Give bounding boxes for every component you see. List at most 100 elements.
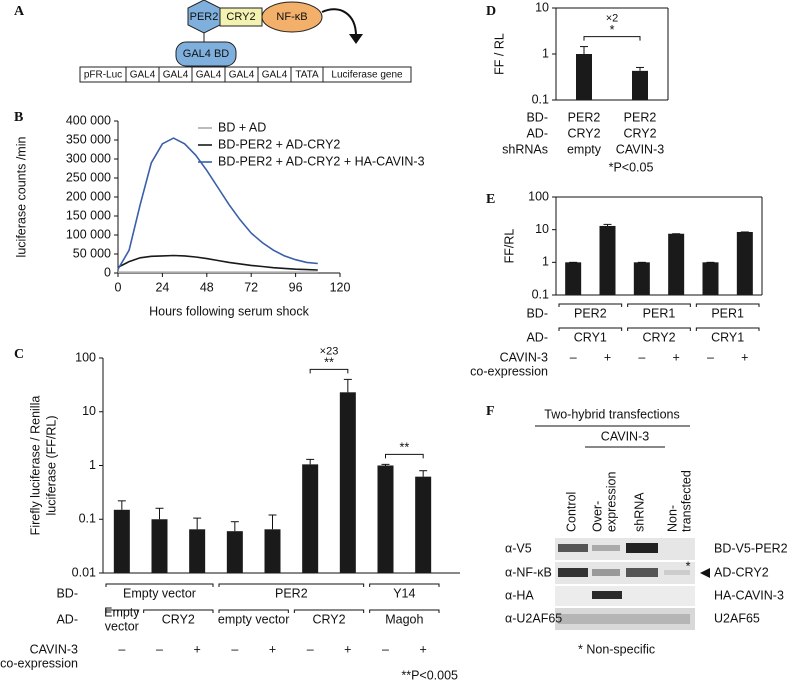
bar [189, 529, 206, 573]
group-bracket [218, 583, 365, 587]
footnote: *P<0.05 [609, 160, 654, 174]
group-label: + [673, 350, 680, 364]
y-tick-label: 350 000 [66, 132, 111, 146]
significance-label: ** [324, 356, 334, 370]
fold-label: ×23 [320, 345, 339, 357]
bar [565, 262, 582, 295]
promoter-label: GAL4 [163, 70, 189, 81]
row-label: shRNAs [502, 142, 548, 156]
antibody-label: α-U2AF65 [505, 611, 562, 625]
arrow-head [700, 568, 710, 578]
western-blot [535, 425, 710, 630]
protein-label: GAL4 BD [183, 48, 230, 60]
group-bracket [627, 303, 691, 307]
arrow [321, 8, 357, 37]
y-tick-label: 150 000 [66, 208, 111, 222]
bar [702, 262, 719, 295]
gal4bd-shape [175, 41, 237, 67]
band [592, 569, 620, 576]
group-label: PER2 [568, 110, 601, 124]
row-label: CAVIN-3 [30, 642, 78, 656]
lane-label: shRNA [632, 492, 646, 532]
group-label: Empty vector [123, 586, 196, 600]
y-axis-label: luciferase (FF/RL) [44, 415, 58, 515]
protein-label: CRY2 [226, 11, 255, 23]
band [592, 545, 620, 551]
arrow-head [349, 34, 363, 44]
bar [151, 519, 168, 573]
band [592, 591, 622, 599]
x-tick-label: 24 [155, 280, 169, 294]
x-tick-label: 72 [244, 280, 258, 294]
group-label: + [269, 642, 276, 656]
y-tick-label: 200 000 [66, 189, 111, 203]
bar [302, 464, 319, 573]
group-label: – [382, 642, 389, 656]
y-tick-label: 300 000 [66, 151, 111, 165]
blot-strip [555, 562, 695, 584]
group-label: PER2 [574, 306, 607, 320]
group-label: – [118, 642, 125, 656]
y-tick-label: 50 000 [73, 246, 111, 260]
bar [736, 231, 753, 295]
group-label: Magoh [385, 612, 423, 626]
row-label: BD- [526, 110, 548, 124]
panel-label: D [486, 4, 496, 19]
group-bracket [558, 303, 623, 307]
y-axis-label: luciferase counts /min [14, 137, 28, 258]
row-label: BD- [526, 306, 548, 320]
significance-label: * [610, 23, 615, 37]
protein-label: AD-CRY2 [714, 565, 769, 579]
nfkb-shape [261, 1, 323, 33]
group-label: + [604, 350, 611, 364]
nonspecific-mark: * [686, 559, 691, 573]
group-bracket [105, 609, 139, 613]
y-tick-label: 400 000 [66, 113, 111, 127]
group-bracket [105, 583, 214, 587]
promoter-label: GAL4 [130, 70, 156, 81]
blot-group: CAVIN-3 [601, 429, 649, 443]
group-label: CRY1 [711, 330, 744, 344]
x-tick-label: 0 [115, 280, 122, 294]
construct-diagram [175, 0, 363, 67]
row-label: BD- [56, 586, 78, 600]
band [558, 544, 588, 552]
bar [576, 54, 592, 100]
group-label: – [307, 642, 314, 656]
group-label: CRY1 [574, 330, 607, 344]
group-label: vector [105, 619, 139, 633]
bar [632, 70, 648, 100]
panel-label: A [14, 4, 25, 19]
group-label: + [194, 642, 201, 656]
bar [226, 531, 243, 573]
band [558, 614, 690, 624]
group-label: + [420, 642, 427, 656]
y-tick-label: 0.1 [532, 287, 549, 301]
y-tick-label: 1 [89, 458, 96, 472]
y-tick-label: 0.1 [532, 92, 549, 106]
group-label: – [570, 350, 577, 364]
row-label: co-expression [0, 656, 78, 670]
promoter-label: GAL4 [196, 70, 222, 81]
group-label: CAVIN-3 [616, 142, 664, 156]
y-tick-label: 1 [542, 46, 549, 60]
band [626, 543, 658, 553]
group-label: – [707, 350, 714, 364]
x-tick-label: 120 [330, 280, 351, 294]
group-label: CRY2 [623, 126, 656, 140]
promoter-label: TATA [295, 70, 319, 81]
lane-label: Over- [590, 501, 604, 532]
panel-label: E [486, 192, 495, 207]
y-tick-label: 10 [535, 0, 549, 14]
antibody-label: α-V5 [505, 541, 532, 555]
bar [264, 529, 281, 573]
y-tick-label: 1 [542, 255, 549, 269]
panel-label: C [14, 347, 24, 362]
blot-footnote: * Non-specific [578, 642, 655, 656]
y-tick-label: 250 000 [66, 170, 111, 184]
antibody-label: α-HA [505, 588, 534, 602]
comparison-bracket [309, 368, 349, 374]
footnote: **P<0.005 [401, 668, 458, 682]
